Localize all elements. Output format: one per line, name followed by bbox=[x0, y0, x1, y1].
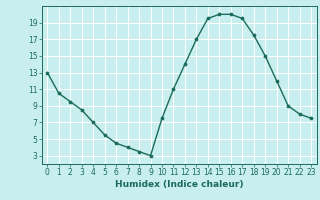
X-axis label: Humidex (Indice chaleur): Humidex (Indice chaleur) bbox=[115, 180, 244, 189]
